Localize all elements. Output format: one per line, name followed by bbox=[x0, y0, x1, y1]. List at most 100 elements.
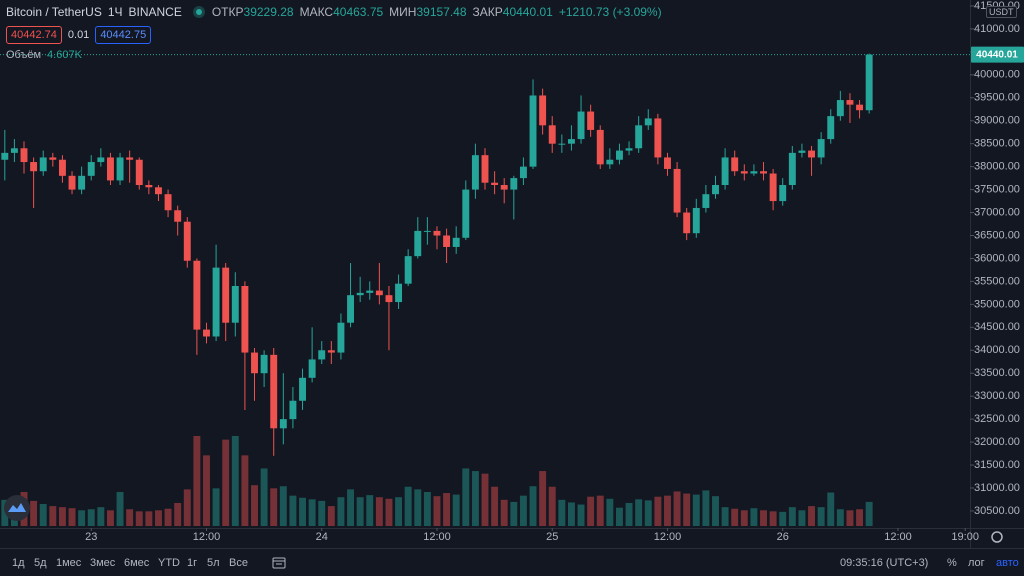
high-label: МАКС bbox=[299, 5, 334, 19]
x-tick-label: 12:00 bbox=[884, 531, 912, 543]
volume-bar bbox=[222, 439, 230, 526]
volume-bar bbox=[788, 507, 796, 526]
volume-bar bbox=[299, 497, 306, 526]
volume-bar bbox=[289, 495, 297, 526]
candle-body bbox=[203, 329, 210, 337]
candle-body bbox=[702, 194, 710, 208]
volume-bar bbox=[836, 509, 844, 526]
volume-bar bbox=[443, 493, 451, 526]
volume-bar bbox=[347, 489, 355, 526]
buy-button[interactable]: 40442.75 bbox=[95, 26, 152, 44]
candle-body bbox=[462, 189, 470, 238]
candle-body bbox=[174, 210, 182, 222]
symbol-title[interactable]: Bitcoin / TetherUS bbox=[6, 5, 102, 19]
interval[interactable]: 1Ч bbox=[107, 5, 123, 19]
y-tick-label: 33000.00 bbox=[974, 390, 1020, 402]
candle-body bbox=[212, 267, 220, 337]
volume-bar bbox=[654, 496, 662, 526]
volume-bar bbox=[87, 509, 95, 526]
volume-bar bbox=[433, 496, 441, 526]
volume-bar bbox=[356, 497, 364, 526]
high-value: 40463.75 bbox=[333, 5, 384, 19]
volume-bar bbox=[97, 507, 105, 526]
candle-body bbox=[279, 419, 287, 429]
market-status bbox=[195, 9, 202, 15]
candle-body bbox=[251, 352, 258, 374]
toolbar-button[interactable]: 1г bbox=[187, 557, 198, 569]
volume-bar bbox=[798, 510, 806, 526]
volume-bar bbox=[68, 508, 76, 526]
candle-body bbox=[337, 322, 345, 353]
candle-body bbox=[577, 111, 585, 140]
toolbar-button[interactable]: 3мес bbox=[90, 557, 116, 569]
y-tick-label: 34000.00 bbox=[974, 344, 1020, 356]
candle-body bbox=[567, 139, 575, 144]
volume-bar bbox=[385, 498, 393, 526]
candle-body bbox=[596, 129, 604, 165]
candle-body bbox=[731, 157, 739, 172]
toolbar-button[interactable]: 5д bbox=[34, 557, 47, 569]
volume-bar bbox=[452, 494, 460, 526]
candle-body bbox=[318, 350, 326, 360]
candle-body bbox=[106, 157, 114, 181]
volume-bar bbox=[318, 500, 326, 526]
y-tick-label: 36500.00 bbox=[974, 229, 1020, 241]
toolbar-button[interactable]: % bbox=[947, 557, 957, 569]
y-tick-label: 34500.00 bbox=[974, 321, 1020, 333]
low-label: МИН bbox=[389, 5, 417, 19]
candle-body bbox=[827, 116, 835, 140]
toolbar-button[interactable]: 1д bbox=[12, 557, 25, 569]
candle-body bbox=[798, 150, 806, 153]
y-tick-label: 31500.00 bbox=[974, 459, 1020, 471]
volume-bar bbox=[760, 510, 767, 526]
candle-body bbox=[164, 194, 172, 211]
candle-body bbox=[443, 235, 451, 247]
last-price-box bbox=[971, 46, 1024, 63]
candle-body bbox=[30, 162, 38, 172]
y-tick-label: 32500.00 bbox=[974, 413, 1020, 425]
volume-bar bbox=[664, 495, 671, 526]
candle-body bbox=[769, 173, 777, 202]
candle-body bbox=[625, 148, 633, 151]
toolbar-button[interactable]: 5л bbox=[207, 557, 220, 569]
candle-body bbox=[750, 171, 758, 174]
candle-body bbox=[385, 295, 393, 303]
volume-bar bbox=[712, 496, 719, 526]
candle-body bbox=[519, 166, 527, 179]
toolbar-button[interactable]: YTD bbox=[158, 557, 180, 569]
header: Bitcoin / TetherUS 1Ч BINANCE ОТКР 39229.… bbox=[6, 5, 668, 19]
settings-icon[interactable] bbox=[991, 531, 1003, 543]
toolbar-button[interactable]: лог bbox=[968, 557, 985, 569]
candle-body bbox=[116, 157, 124, 181]
candle-body bbox=[1, 152, 9, 160]
candle-body bbox=[347, 295, 355, 323]
candle-body bbox=[836, 100, 844, 117]
x-tick-label: 23 bbox=[85, 531, 97, 543]
low-value: 39157.48 bbox=[416, 5, 467, 19]
volume-bar bbox=[135, 511, 143, 526]
candle-body bbox=[222, 267, 230, 323]
candle-body bbox=[366, 290, 374, 293]
x-tick-label: 19:00 bbox=[951, 531, 979, 543]
candle-body bbox=[740, 171, 748, 174]
candle-body bbox=[20, 148, 28, 163]
volume-bar bbox=[567, 502, 575, 526]
volume-bar bbox=[740, 510, 748, 526]
toolbar-button[interactable]: авто bbox=[996, 557, 1019, 569]
candle-body bbox=[712, 185, 719, 195]
volume-bar bbox=[510, 501, 518, 526]
candle-body bbox=[260, 354, 268, 374]
toolbar-button[interactable]: 6мес bbox=[124, 557, 150, 569]
toolbar-button[interactable]: 1мес bbox=[56, 557, 82, 569]
volume-bar bbox=[673, 491, 681, 526]
date-range-icon[interactable] bbox=[271, 555, 287, 571]
candle-body bbox=[126, 157, 134, 160]
sell-button[interactable]: 40442.74 bbox=[6, 26, 62, 44]
toolbar-button[interactable]: Все bbox=[229, 557, 248, 569]
clock[interactable]: 09:35:16 (UTC+3) bbox=[840, 557, 929, 569]
candle-body bbox=[145, 185, 153, 188]
plot-area bbox=[1, 53, 873, 526]
currency[interactable]: USDT bbox=[986, 6, 1017, 18]
candle-body bbox=[452, 237, 460, 247]
